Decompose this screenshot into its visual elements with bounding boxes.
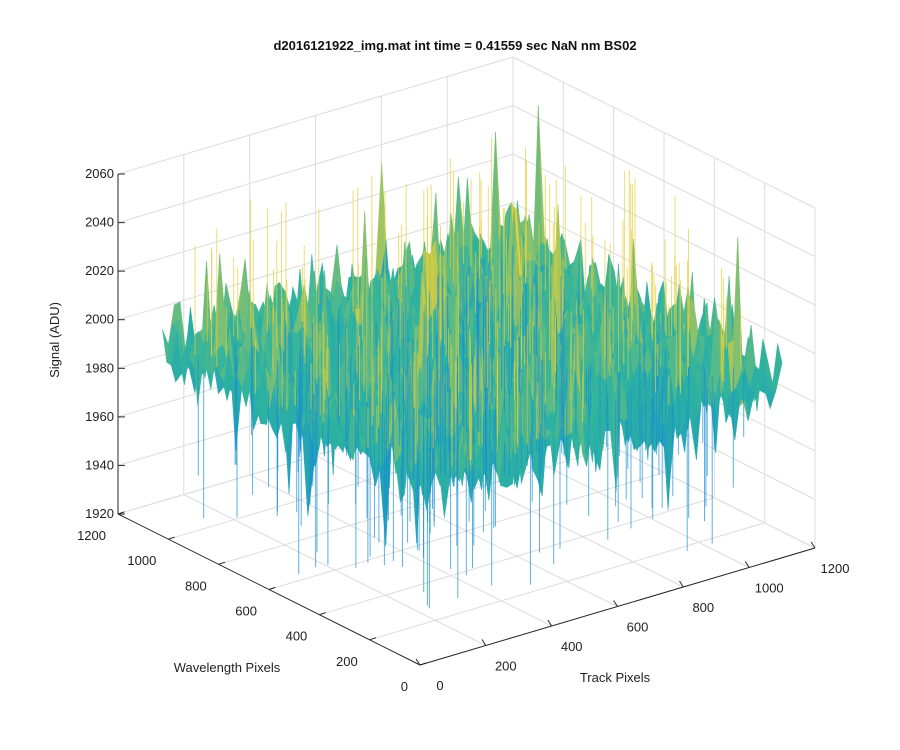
side-wall-grid-line (512, 153, 816, 306)
x-tick-label: 400 (561, 639, 583, 654)
z-tick-label: 2060 (85, 166, 114, 181)
x-tick-label: 600 (627, 620, 649, 635)
chart-title: d2016121922_img.mat int time = 0.41559 s… (273, 38, 636, 53)
z-tick-label: 2000 (85, 312, 114, 327)
x-tick-mark (679, 580, 684, 588)
surface-patch (771, 343, 783, 391)
x-tick-mark (547, 619, 553, 627)
z-tick-label: 1960 (85, 409, 114, 424)
y-tick-mark (168, 536, 175, 540)
z-tick-label: 1920 (85, 506, 114, 521)
x-tick-label: 1200 (821, 561, 850, 576)
x-tick-label: 0 (436, 678, 443, 693)
y-tick-label: 1000 (127, 553, 156, 568)
z-axis-label: Signal (ADU) (47, 302, 62, 378)
z-tick-label: 2040 (85, 215, 114, 230)
x-tick-mark (415, 658, 421, 666)
x-tick-label: 800 (692, 600, 714, 615)
z-tick-label: 1980 (85, 360, 114, 375)
side-wall-grid-line (512, 105, 816, 258)
z-tick-label: 2020 (85, 263, 114, 278)
y-tick-mark (369, 637, 377, 641)
y-tick-mark (268, 586, 276, 590)
y-tick-mark (319, 612, 326, 616)
side-wall-grid-line (512, 202, 816, 355)
x-tick-mark (481, 639, 487, 646)
back-wall-grid-line (117, 202, 514, 321)
x-tick-mark (810, 541, 816, 549)
x-tick-mark (613, 600, 618, 607)
x-axis-label: Track Pixels (580, 670, 651, 685)
y-tick-label: 1200 (77, 528, 106, 543)
floor-grid-line (319, 497, 715, 616)
tick-labels-layer: 0 200 400 600 800 1000 1200 0 200 400 600 800 1000 12… (77, 166, 849, 694)
x-tick-label: 1000 (755, 581, 784, 596)
y-tick-label: 0 (401, 679, 408, 694)
back-wall-grid-line (117, 153, 514, 272)
y-tick-label: 200 (336, 654, 358, 669)
side-wall-grid-line (512, 56, 816, 209)
y-tick-mark (218, 561, 226, 565)
y-tick-label: 400 (286, 629, 308, 644)
y-tick-mark (419, 662, 427, 666)
y-axis-label: Wavelength Pixels (174, 660, 281, 675)
back-wall-grid-line (117, 56, 514, 175)
floor-grid-line (369, 522, 765, 641)
axes-layer (117, 173, 816, 666)
x-tick-label: 200 (495, 659, 517, 674)
y-tick-label: 800 (185, 578, 207, 593)
y-tick-label: 600 (235, 604, 257, 619)
back-wall-grid-line (117, 105, 514, 224)
z-tick-label: 1940 (85, 457, 114, 472)
surface-plot (162, 105, 783, 609)
x-tick-mark (744, 561, 750, 568)
